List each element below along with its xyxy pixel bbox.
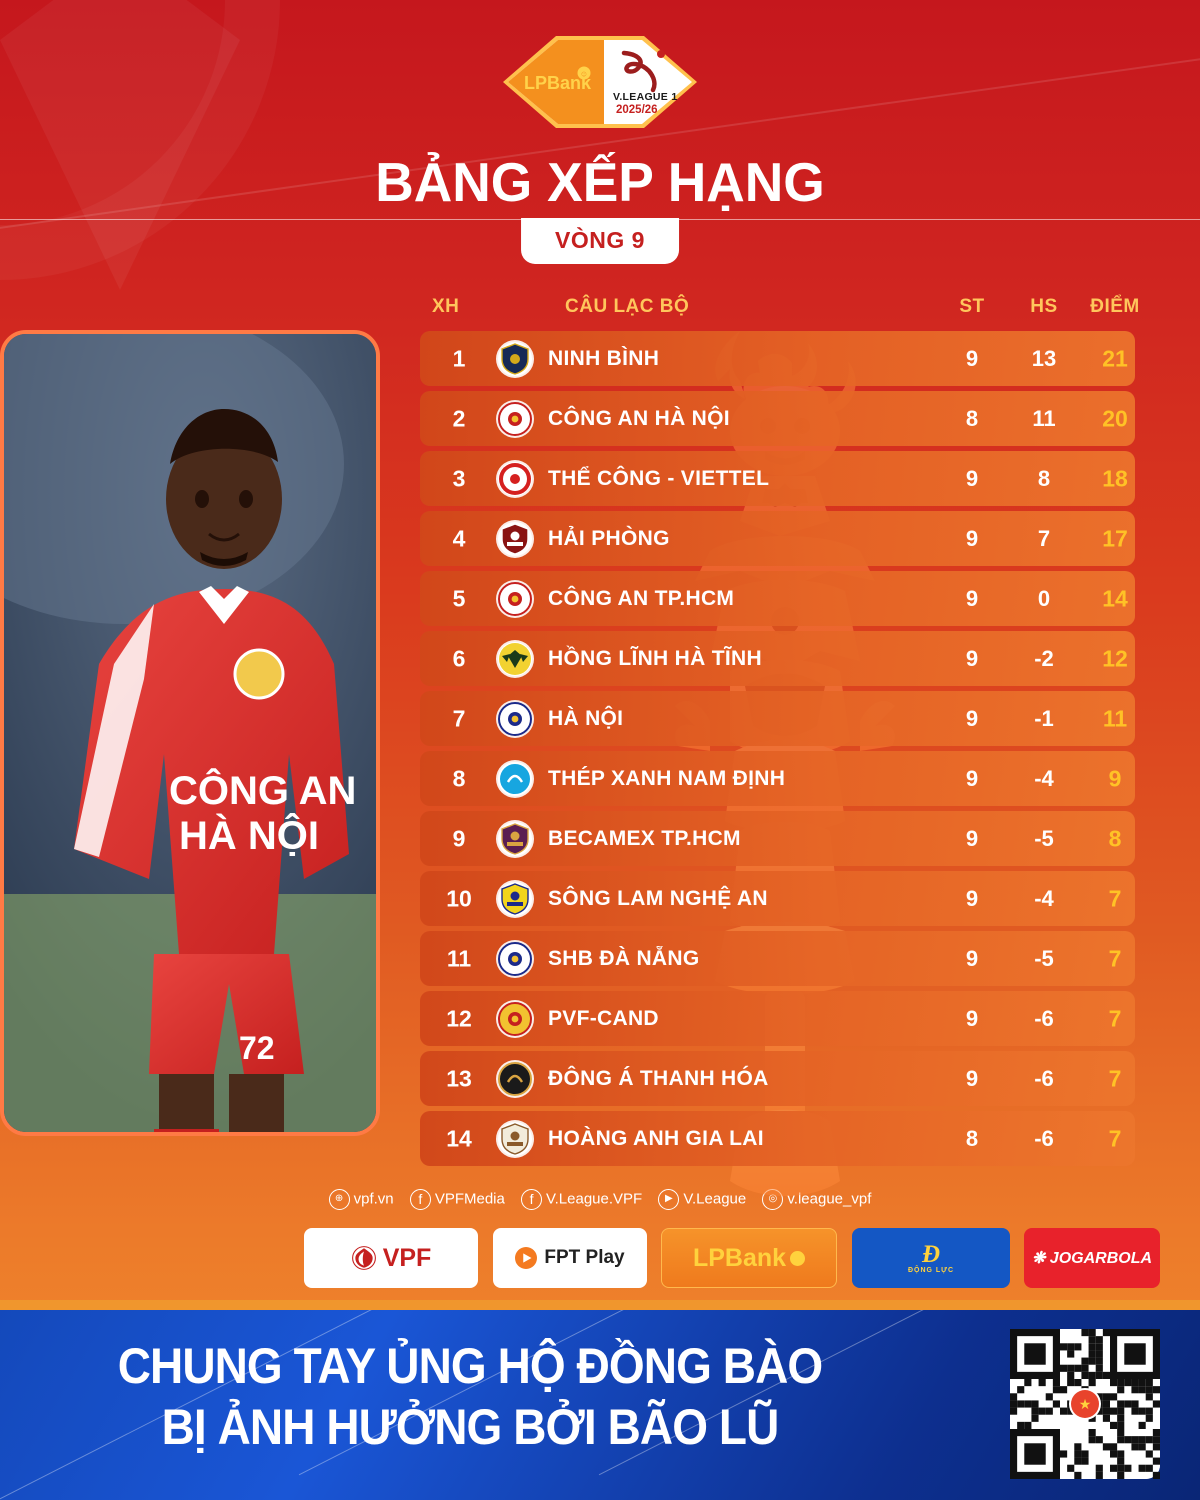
- svg-text:2025/26: 2025/26: [616, 104, 658, 116]
- svg-text:HÀ NỘI: HÀ NỘI: [179, 812, 319, 858]
- svg-text:CÔNG AN: CÔNG AN: [169, 767, 356, 813]
- svg-text:★: ★: [1079, 1396, 1092, 1412]
- svg-text:V.LEAGUE 1: V.LEAGUE 1: [613, 91, 677, 103]
- svg-text:72: 72: [239, 1030, 275, 1066]
- svg-text:☺: ☺: [580, 69, 588, 78]
